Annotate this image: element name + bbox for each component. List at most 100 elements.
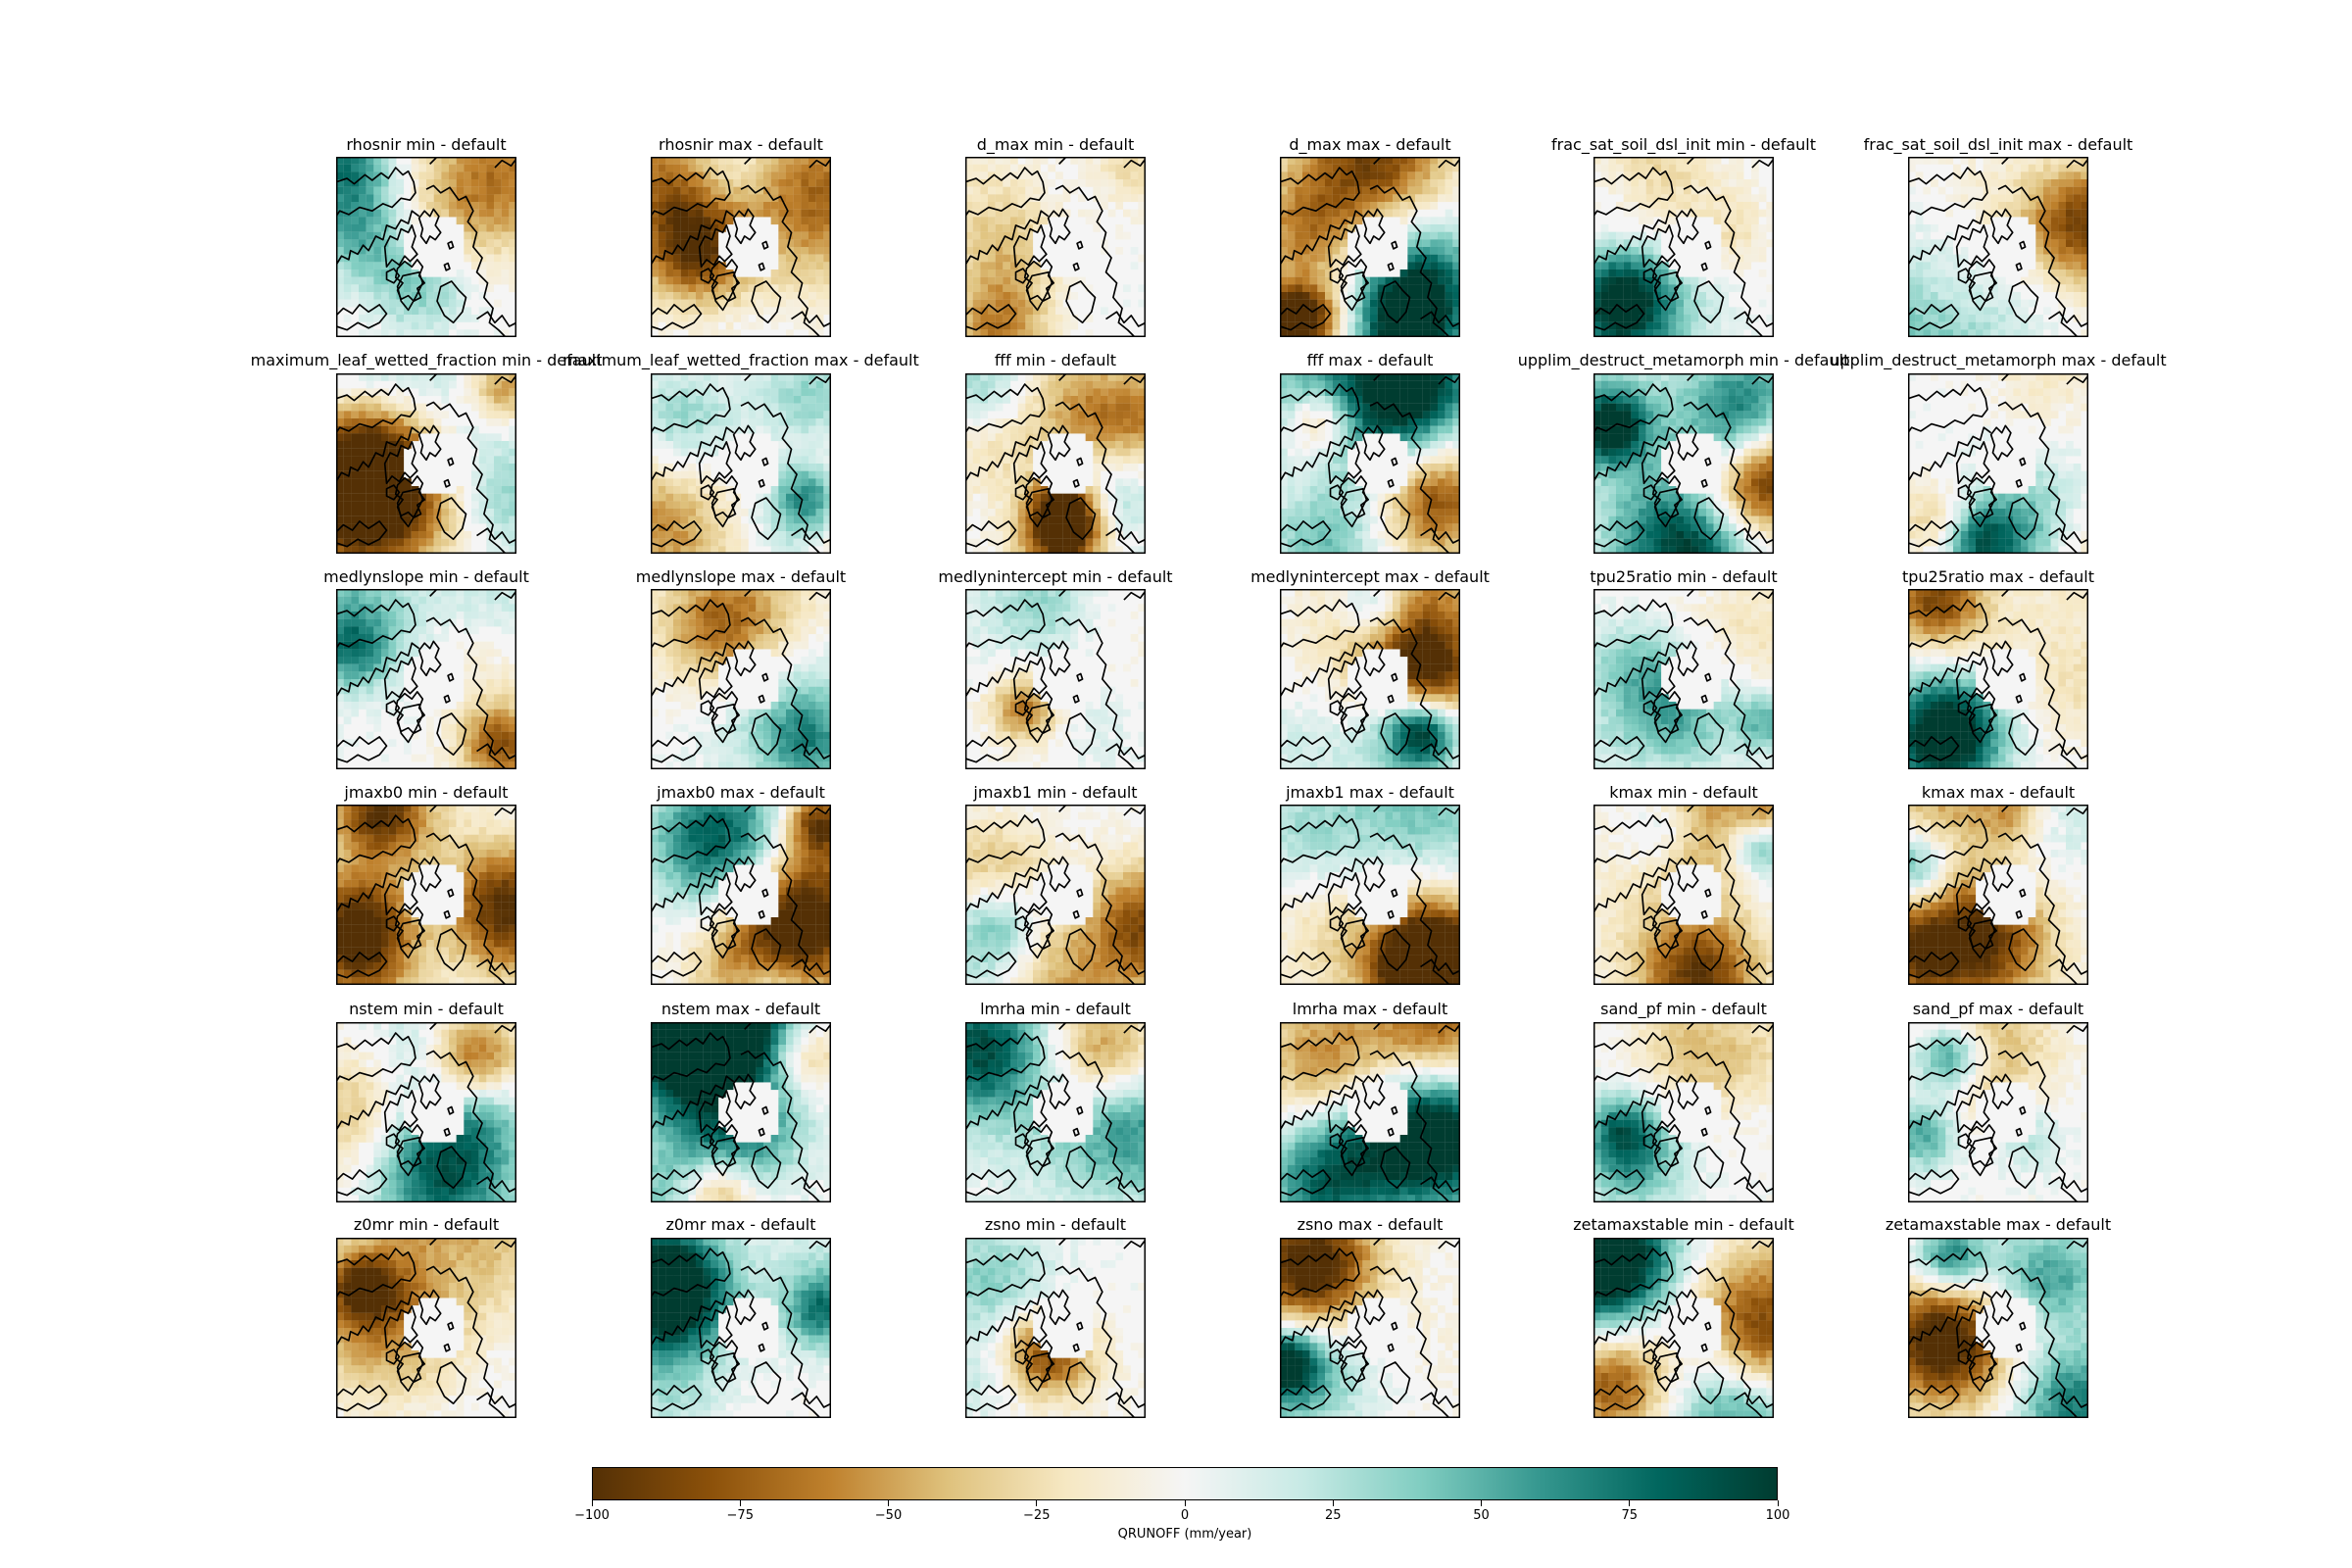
panel-title: zsno max - default xyxy=(1297,1215,1444,1234)
panel-title: zetamaxstable max - default xyxy=(1885,1215,2112,1234)
map-panel xyxy=(336,1238,516,1418)
difference-map xyxy=(1280,373,1460,554)
map-panel xyxy=(1593,157,1774,337)
difference-map xyxy=(336,1022,516,1202)
panel-title: tpu25ratio min - default xyxy=(1590,567,1778,586)
map-panel xyxy=(1908,157,2088,337)
map-panel xyxy=(651,1238,831,1418)
panel-title: lmrha max - default xyxy=(1292,1000,1448,1018)
difference-map xyxy=(1908,1022,2088,1202)
map-panel xyxy=(1908,589,2088,769)
difference-map xyxy=(965,1022,1146,1202)
map-panel xyxy=(965,805,1146,985)
colorbar-tick-label: 75 xyxy=(1621,1508,1639,1523)
colorbar-tick-label: 25 xyxy=(1324,1508,1342,1523)
panel-title: frac_sat_soil_dsl_init max - default xyxy=(1863,135,2133,154)
difference-map xyxy=(651,157,831,337)
panel-title: nstem max - default xyxy=(661,1000,821,1018)
colorbar-tick xyxy=(1332,1500,1334,1506)
panel-title: zetamaxstable min - default xyxy=(1573,1215,1794,1234)
panel-title: jmaxb1 max - default xyxy=(1286,783,1454,802)
panel-title: kmax max - default xyxy=(1921,783,2076,802)
difference-map xyxy=(651,589,831,769)
colorbar xyxy=(592,1467,1778,1500)
difference-map xyxy=(1593,589,1774,769)
map-panel xyxy=(1593,589,1774,769)
map-panel xyxy=(651,373,831,554)
panel-title: rhosnir min - default xyxy=(346,135,507,154)
map-panel xyxy=(1593,1238,1774,1418)
difference-map xyxy=(965,589,1146,769)
map-panel xyxy=(1280,1022,1460,1202)
colorbar-tick xyxy=(739,1500,741,1506)
map-panel xyxy=(1908,1238,2088,1418)
difference-map xyxy=(651,1022,831,1202)
difference-map xyxy=(336,589,516,769)
colorbar-tick xyxy=(1629,1500,1631,1506)
map-panel xyxy=(1280,157,1460,337)
panel-title: maximum_leaf_wetted_fraction max - defau… xyxy=(563,351,919,369)
panel-title: fff min - default xyxy=(994,351,1117,369)
panel-title: medlynintercept max - default xyxy=(1250,567,1490,586)
panel-title: z0mr min - default xyxy=(353,1215,500,1234)
colorbar-tick-label: −75 xyxy=(726,1508,754,1523)
panel-title: d_max max - default xyxy=(1289,135,1451,154)
difference-map xyxy=(1908,805,2088,985)
map-panel xyxy=(965,589,1146,769)
panel-title: sand_pf max - default xyxy=(1912,1000,2084,1018)
map-panel xyxy=(336,589,516,769)
map-panel xyxy=(336,805,516,985)
difference-map xyxy=(965,805,1146,985)
panel-title: jmaxb1 min - default xyxy=(973,783,1138,802)
difference-map xyxy=(1593,1022,1774,1202)
map-panel xyxy=(965,1022,1146,1202)
difference-map xyxy=(1908,589,2088,769)
panel-title: z0mr max - default xyxy=(665,1215,816,1234)
difference-map xyxy=(1280,157,1460,337)
panel-title: fff max - default xyxy=(1306,351,1434,369)
difference-map xyxy=(965,373,1146,554)
panel-title: sand_pf min - default xyxy=(1600,1000,1767,1018)
map-panel xyxy=(336,1022,516,1202)
panel-title: d_max min - default xyxy=(976,135,1135,154)
colorbar-tick xyxy=(1777,1500,1779,1506)
panel-title: jmaxb0 min - default xyxy=(344,783,509,802)
colorbar-label: QRUNOFF (mm/year) xyxy=(1117,1527,1252,1542)
difference-map xyxy=(651,1238,831,1418)
difference-map xyxy=(1908,157,2088,337)
difference-map xyxy=(1908,1238,2088,1418)
map-panel xyxy=(1593,1022,1774,1202)
colorbar-tick xyxy=(591,1500,593,1506)
colorbar-tick xyxy=(1184,1500,1186,1506)
colorbar-tick-label: 100 xyxy=(1765,1508,1790,1523)
map-panel xyxy=(1280,589,1460,769)
difference-map xyxy=(1593,1238,1774,1418)
difference-map xyxy=(651,373,831,554)
difference-map xyxy=(1593,157,1774,337)
panel-title: kmax min - default xyxy=(1609,783,1758,802)
map-panel xyxy=(965,373,1146,554)
difference-map xyxy=(336,373,516,554)
colorbar-tick-label: 0 xyxy=(1180,1508,1190,1523)
difference-map xyxy=(1280,1022,1460,1202)
colorbar-tick xyxy=(888,1500,889,1506)
map-panel xyxy=(336,157,516,337)
difference-map xyxy=(336,805,516,985)
difference-map xyxy=(965,157,1146,337)
difference-map xyxy=(1593,373,1774,554)
colorbar-tick-label: −50 xyxy=(874,1508,903,1523)
panel-title: nstem min - default xyxy=(349,1000,504,1018)
difference-map xyxy=(1280,805,1460,985)
map-panel xyxy=(1908,373,2088,554)
map-panel xyxy=(1280,373,1460,554)
difference-map xyxy=(651,805,831,985)
map-panel xyxy=(1593,373,1774,554)
map-panel xyxy=(1908,805,2088,985)
map-panel xyxy=(1280,1238,1460,1418)
colorbar-tick-label: −100 xyxy=(574,1508,610,1523)
map-panel xyxy=(651,805,831,985)
panel-title: rhosnir max - default xyxy=(659,135,823,154)
difference-map xyxy=(1280,1238,1460,1418)
panel-title: upplim_destruct_metamorph min - default xyxy=(1517,351,1850,369)
